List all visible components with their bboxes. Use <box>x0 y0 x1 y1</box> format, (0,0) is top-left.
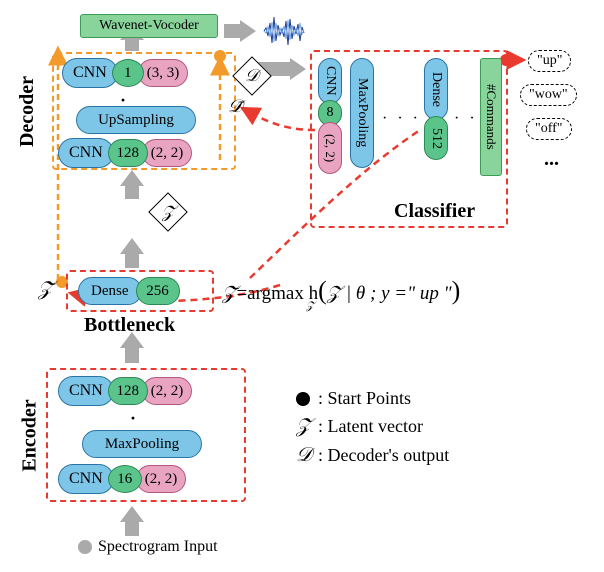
classifier-hdots2: · · <box>454 110 478 128</box>
legend-latent: : Latent vector <box>318 416 423 437</box>
command-ellipsis: ... <box>544 148 559 171</box>
classifier-dense-group: Dense 512 <box>424 58 448 160</box>
legend: : Start Points 𝒵 : Latent vector 𝒟 : Dec… <box>296 388 449 467</box>
dense-size: 256 <box>136 277 180 305</box>
encoder-section-label: Encoder <box>19 399 42 471</box>
legend-decoder-out: : Decoder's output <box>318 445 449 466</box>
decoder-cnn-top: CNN 1 (3, 3) <box>62 58 188 88</box>
classifier-maxpool: MaxPooling <box>350 58 374 168</box>
upsampling-layer: UpSampling <box>76 106 196 134</box>
argmax-formula: 𝒵̄=argmax h(𝒵 | θ ; y =" up ") 𝒵 <box>222 276 460 306</box>
dense-size-vertical: 512 <box>424 116 448 160</box>
filter-count: 128 <box>108 377 148 405</box>
filter-count: 1 <box>112 59 144 87</box>
cnn-label: CNN <box>58 376 114 406</box>
wavenet-label: Wavenet-Vocoder <box>99 18 199 34</box>
cnn-kernel-vertical: (2, 2) <box>318 122 342 174</box>
decoder-cnn-bottom: CNN 128 (2, 2) <box>58 138 192 168</box>
filter-count: 16 <box>108 465 142 493</box>
legend-start-points: : Start Points <box>318 388 411 409</box>
command-bubble-off: "off" <box>526 118 572 140</box>
start-point-dot <box>214 50 226 62</box>
bottleneck-dense: Dense 256 <box>78 277 180 305</box>
zbar-symbol: 𝒵̄ <box>38 278 53 301</box>
z-diamond: 𝒵 <box>148 192 188 232</box>
encoder-dots: · <box>130 408 136 429</box>
input-dot <box>78 540 92 554</box>
classifier-cnn-group: CNN 8 (2, 2) <box>318 58 342 174</box>
bottleneck-section-label: Bottleneck <box>84 314 175 337</box>
wavenet-vocoder-box: Wavenet-Vocoder <box>80 14 218 38</box>
dense-label: Dense <box>78 277 142 305</box>
kernel-size: (2, 2) <box>136 465 187 493</box>
kernel-size: (2, 2) <box>142 139 193 167</box>
cnn-label: CNN <box>58 464 114 494</box>
command-bubble-wow: "wow" <box>520 84 577 106</box>
classifier-hdots: · · · <box>382 110 421 128</box>
cnn-label: CNN <box>58 138 114 168</box>
kernel-size: (2, 2) <box>142 377 193 405</box>
dense-vertical: Dense <box>424 58 448 120</box>
kernel-size: (3, 3) <box>138 59 189 87</box>
encoder-cnn-bottom: CNN 16 (2, 2) <box>58 464 186 494</box>
classifier-section-label: Classifier <box>394 200 475 223</box>
commands-box: #Commands <box>480 58 502 176</box>
legend-z-symbol: 𝒵 <box>296 415 310 438</box>
legend-dot-icon <box>296 392 310 406</box>
decoder-section-label: Decoder <box>16 76 39 147</box>
command-bubble-up: "up" <box>528 50 571 72</box>
maxpooling-layer: MaxPooling <box>82 430 202 458</box>
d-diamond: 𝒟 <box>232 56 272 96</box>
cnn-label: CNN <box>62 58 118 88</box>
cnn-vertical: CNN <box>318 58 342 104</box>
encoder-cnn-top: CNN 128 (2, 2) <box>58 376 192 406</box>
legend-d-symbol: 𝒟 <box>296 444 310 467</box>
dbar-label: 𝒟̄ <box>228 96 242 117</box>
filter-count: 128 <box>108 139 148 167</box>
spectrogram-input-label: Spectrogram Input <box>98 538 218 556</box>
